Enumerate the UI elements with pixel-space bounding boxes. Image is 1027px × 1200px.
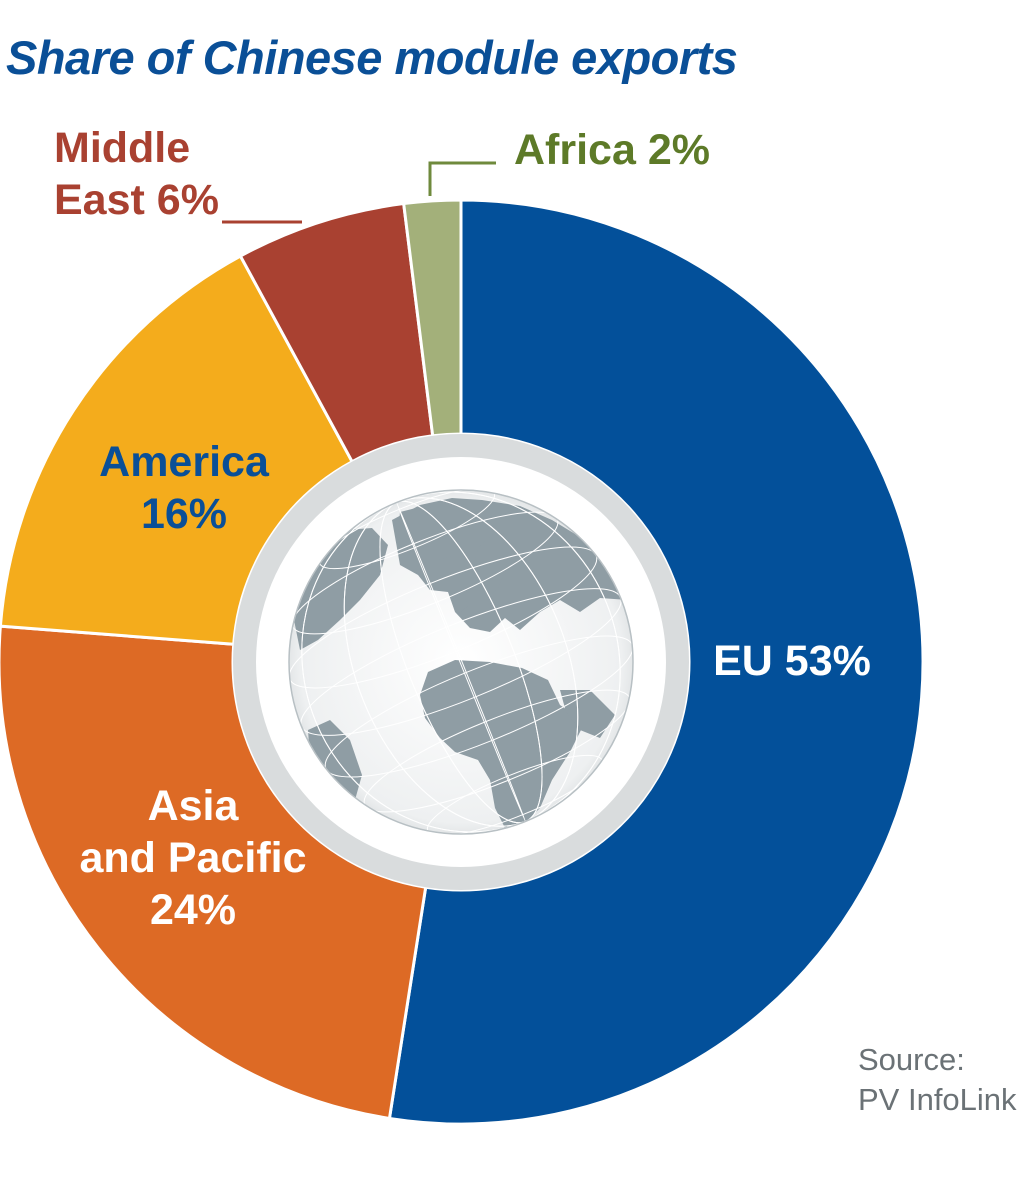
chart-title: Share of Chinese module exports xyxy=(6,31,738,84)
slice-label-asia-line3: 24% xyxy=(149,886,237,934)
globe-land-7 xyxy=(438,556,456,572)
slice-label-america-line2: 16% xyxy=(140,490,228,538)
leader-lines xyxy=(222,161,496,224)
globe-icon xyxy=(233,434,689,890)
slice-label-america: America 16% xyxy=(99,436,269,540)
slice-label-asia-line1: Asia xyxy=(147,782,239,830)
slice-label-asia-line2: and Pacific xyxy=(79,834,307,882)
source-note: Source: PV InfoLink xyxy=(858,1040,1017,1120)
slice-label-eu-line: EU 53% xyxy=(713,637,871,685)
slice-label-me-line1: Middle xyxy=(54,124,191,172)
slice-label-middle-east: Middle East 6% xyxy=(54,122,219,226)
slice-label-africa: Africa 2% xyxy=(514,124,710,176)
slice-label-asia-pacific: Asia and Pacific 24% xyxy=(79,780,306,936)
slice-label-america-line1: America xyxy=(99,438,269,486)
leader-line-africa xyxy=(428,161,496,196)
globe-land-3 xyxy=(560,690,615,738)
slice-label-eu: EU 53% xyxy=(713,635,871,687)
slice-label-me-line2: East 6% xyxy=(54,176,219,224)
source-line2: PV InfoLink xyxy=(858,1082,1017,1117)
slices-layer xyxy=(0,198,925,1126)
globe-land-8 xyxy=(452,592,468,614)
source-line1: Source: xyxy=(858,1042,965,1077)
slice-label-africa-line: Africa 2% xyxy=(514,126,710,174)
globe-outline xyxy=(288,489,634,835)
